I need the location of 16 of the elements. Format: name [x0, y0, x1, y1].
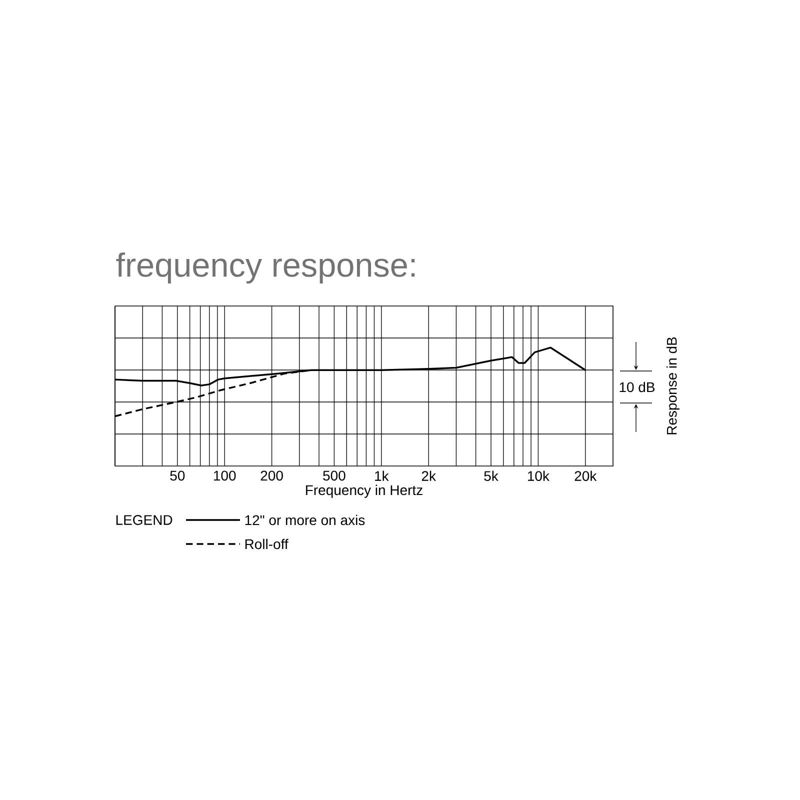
x-tick-label: 2k — [422, 470, 436, 481]
legend-label: Roll-off — [245, 538, 288, 550]
legend-title: LEGEND — [116, 515, 172, 525]
x-tick-label: 1k — [375, 470, 389, 481]
y-axis-title: Response in dB — [666, 337, 680, 434]
x-tick-label: 500 — [323, 470, 346, 481]
text: 10 dB — [620, 382, 655, 392]
x-axis-title: Frequency in Hertz — [306, 484, 422, 498]
x-tick-label: 20k — [574, 470, 597, 481]
x-tick-label: 200 — [260, 470, 283, 481]
x-tick-label: 100 — [214, 470, 236, 481]
x-tick-label: 10k — [528, 470, 550, 481]
x-tick-label: 5k — [484, 470, 498, 481]
x-tick-label: 50 — [170, 470, 185, 481]
legend-label: 12" or more on axis — [245, 514, 365, 526]
chart-title: frequency response: — [116, 252, 415, 284]
